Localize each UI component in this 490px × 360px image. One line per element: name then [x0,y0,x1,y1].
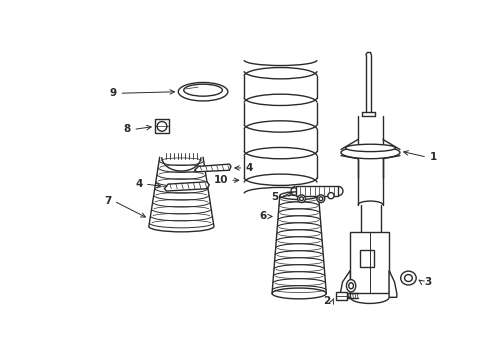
Ellipse shape [349,283,353,289]
Text: 3: 3 [424,277,431,287]
Text: 2: 2 [323,296,330,306]
Polygon shape [195,164,231,172]
Text: 5: 5 [271,192,278,202]
Ellipse shape [157,122,167,131]
Polygon shape [164,182,209,191]
Ellipse shape [328,193,334,199]
Ellipse shape [297,195,305,203]
Text: 10: 10 [213,175,228,185]
Bar [336,292,347,300]
Ellipse shape [319,197,323,201]
Ellipse shape [405,275,412,282]
Polygon shape [340,270,350,297]
Ellipse shape [184,84,222,96]
Bar [155,120,169,133]
Ellipse shape [345,144,395,152]
Text: 4: 4 [135,179,143,189]
Text: 6: 6 [259,211,267,221]
Polygon shape [295,186,338,195]
Text: 4: 4 [245,163,253,173]
Ellipse shape [299,197,303,201]
Text: 1: 1 [429,152,437,162]
Text: 8: 8 [124,125,131,134]
Ellipse shape [346,280,356,292]
Bar [360,249,373,266]
Text: 9: 9 [110,88,117,98]
Polygon shape [389,270,397,297]
Ellipse shape [317,195,325,203]
Text: 7: 7 [104,196,112,206]
Ellipse shape [178,82,228,101]
Bar [350,232,389,293]
Ellipse shape [341,147,400,159]
Ellipse shape [401,271,416,285]
